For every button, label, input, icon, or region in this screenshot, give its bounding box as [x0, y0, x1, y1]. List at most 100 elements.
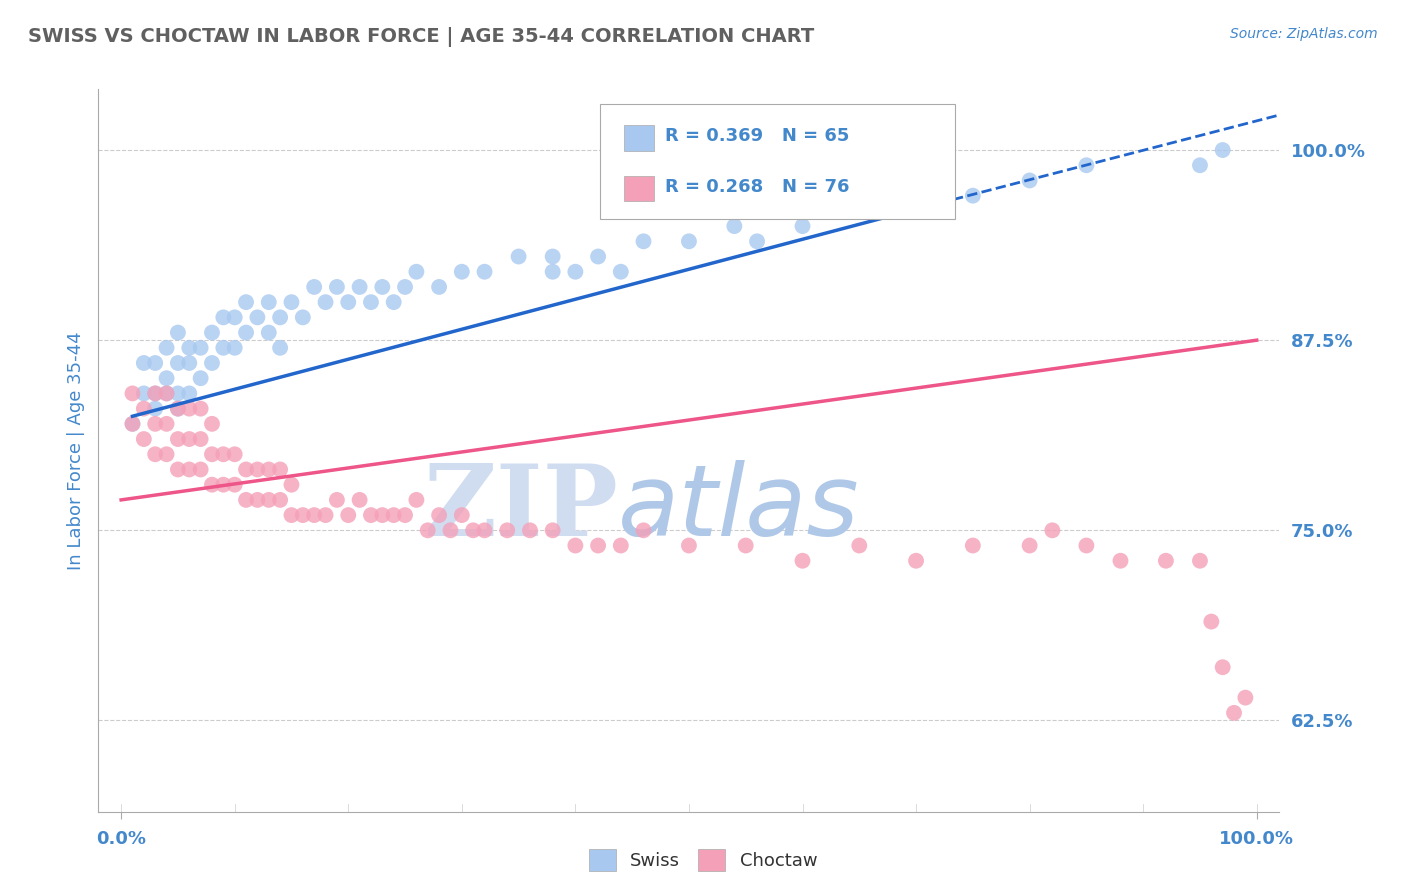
Point [201, 477, 224, 491]
Text: R = 0.369   N = 65: R = 0.369 N = 65 [665, 128, 849, 145]
Point [302, 508, 325, 522]
Point [1234, 690, 1257, 705]
Point [167, 326, 190, 340]
Point [586, 539, 609, 553]
Point [143, 386, 166, 401]
Point [179, 462, 201, 476]
Point [326, 280, 349, 294]
Point [190, 401, 212, 416]
Point [155, 386, 177, 401]
Point [235, 492, 257, 507]
Point [155, 371, 177, 385]
Point [1201, 615, 1223, 629]
Point [167, 401, 190, 416]
Point [1212, 143, 1234, 157]
Point [474, 524, 496, 538]
Point [143, 417, 166, 431]
Point [235, 462, 257, 476]
Point [201, 417, 224, 431]
Point [633, 235, 655, 249]
Point [541, 250, 564, 264]
Point [291, 508, 314, 522]
Point [167, 462, 190, 476]
Point [349, 280, 371, 294]
Point [882, 203, 904, 218]
Point [179, 341, 201, 355]
Point [269, 492, 291, 507]
Point [439, 524, 461, 538]
Point [678, 235, 700, 249]
Point [405, 492, 427, 507]
Point [962, 188, 984, 202]
FancyBboxPatch shape [624, 176, 654, 202]
Point [143, 401, 166, 416]
Point [427, 280, 450, 294]
Point [405, 265, 427, 279]
Point [190, 462, 212, 476]
Point [541, 265, 564, 279]
Point [167, 401, 190, 416]
Text: Source: ZipAtlas.com: Source: ZipAtlas.com [1230, 27, 1378, 41]
Point [269, 341, 291, 355]
Point [155, 341, 177, 355]
Point [1223, 706, 1246, 720]
Point [179, 401, 201, 416]
Point [201, 326, 224, 340]
Point [246, 462, 269, 476]
Point [586, 250, 609, 264]
Point [337, 295, 360, 310]
Point [678, 539, 700, 553]
Point [315, 295, 337, 310]
Point [633, 524, 655, 538]
Point [224, 447, 246, 461]
Point [246, 310, 269, 325]
Point [1109, 554, 1132, 568]
Point [257, 462, 280, 476]
Point [132, 432, 155, 446]
Point [212, 341, 235, 355]
Point [337, 508, 360, 522]
Point [848, 539, 870, 553]
Point [474, 265, 496, 279]
Point [280, 508, 302, 522]
Point [723, 219, 745, 233]
Point [1076, 158, 1098, 172]
Point [291, 310, 314, 325]
Point [745, 235, 768, 249]
Point [508, 250, 530, 264]
FancyBboxPatch shape [600, 103, 955, 219]
Point [143, 386, 166, 401]
Point [519, 524, 541, 538]
Point [1212, 660, 1234, 674]
Point [167, 356, 190, 370]
Point [302, 280, 325, 294]
Y-axis label: In Labor Force | Age 35-44: In Labor Force | Age 35-44 [66, 331, 84, 570]
Point [1076, 539, 1098, 553]
Point [201, 447, 224, 461]
Point [1188, 554, 1211, 568]
Point [610, 265, 633, 279]
Point [121, 417, 143, 431]
Point [143, 356, 166, 370]
Point [1040, 524, 1063, 538]
Point [257, 326, 280, 340]
Point [269, 310, 291, 325]
Point [837, 203, 859, 218]
Point [212, 477, 235, 491]
Text: atlas: atlas [619, 459, 859, 557]
Point [349, 492, 371, 507]
Point [179, 432, 201, 446]
Point [371, 508, 394, 522]
Point [564, 265, 586, 279]
Point [463, 524, 485, 538]
Point [167, 432, 190, 446]
Point [394, 280, 416, 294]
Point [224, 477, 246, 491]
Point [190, 371, 212, 385]
Point [450, 508, 472, 522]
Point [382, 295, 405, 310]
Point [143, 447, 166, 461]
FancyBboxPatch shape [624, 126, 654, 151]
Point [280, 477, 302, 491]
Legend: Swiss, Choctaw: Swiss, Choctaw [582, 842, 824, 879]
